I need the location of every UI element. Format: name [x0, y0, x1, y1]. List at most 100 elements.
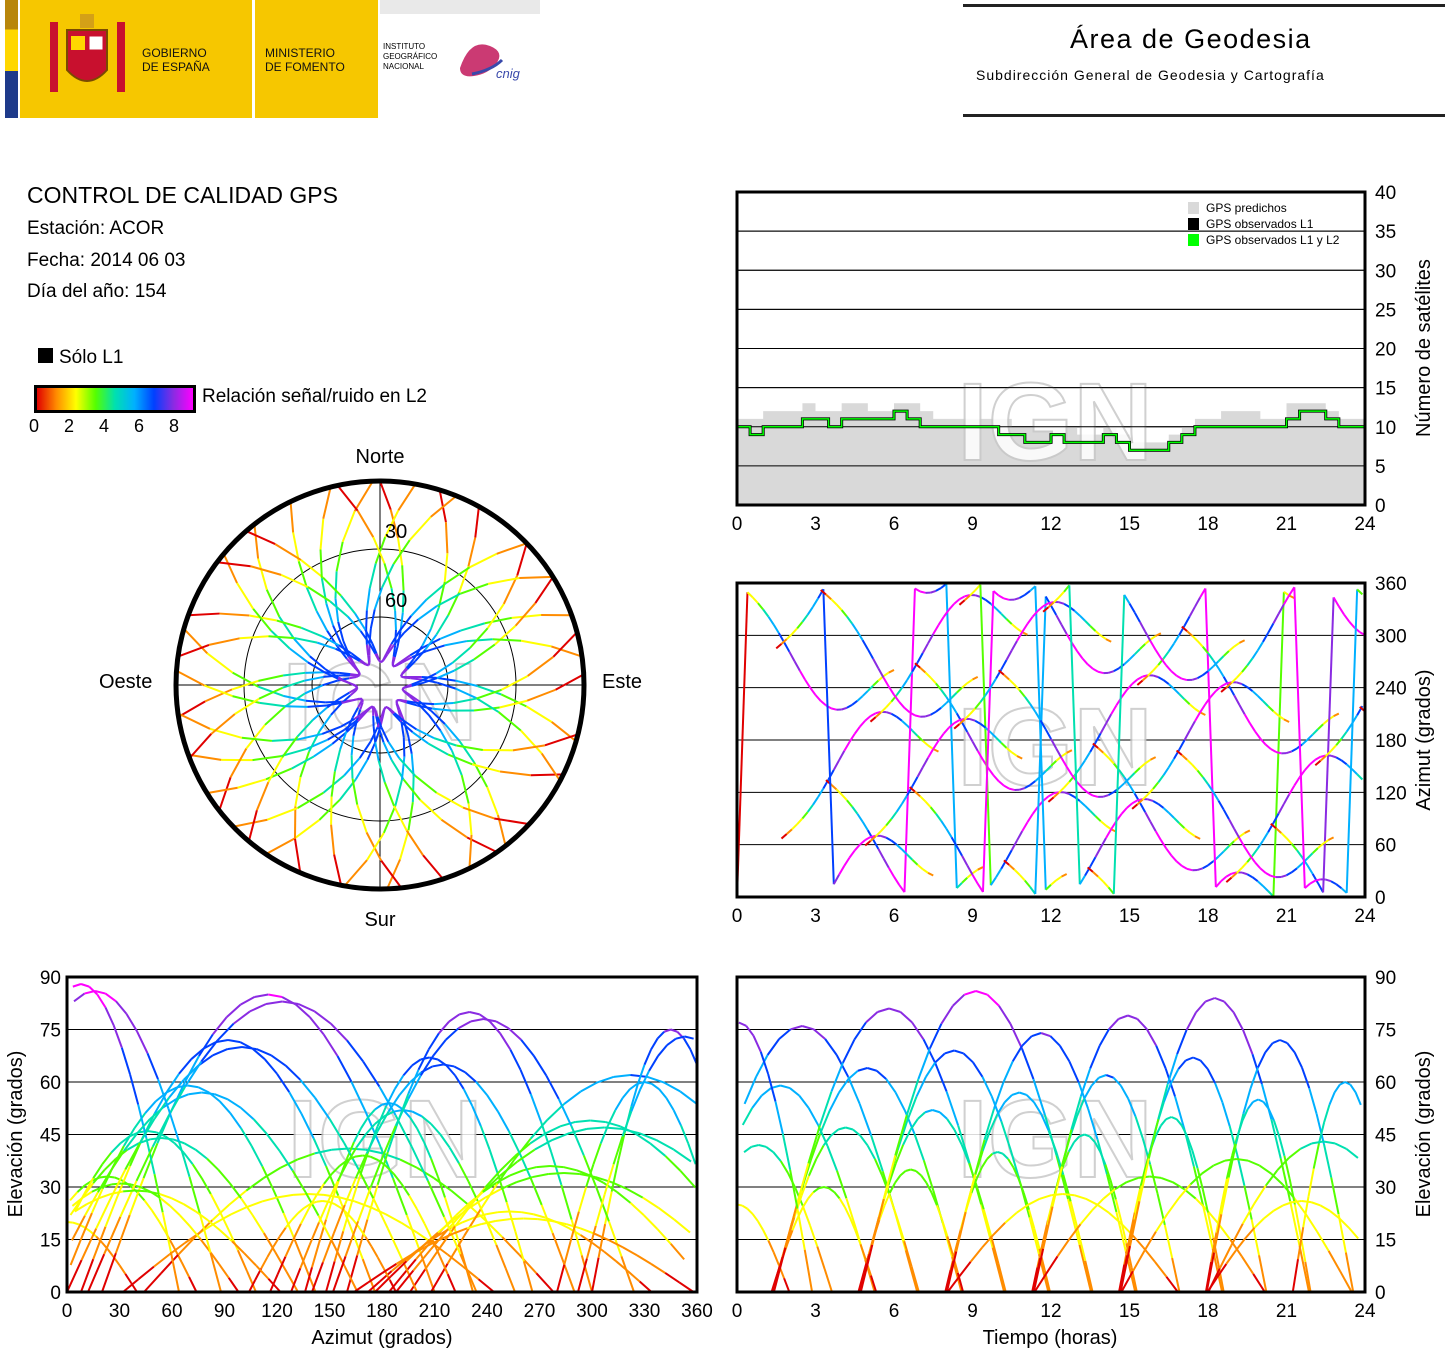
sky-track: [499, 770, 531, 777]
azimuth-track: [1047, 601, 1055, 609]
elevation-time-track: [819, 1110, 831, 1134]
elevation-track: [470, 1018, 484, 1023]
elevation-track: [544, 1125, 561, 1135]
elevation-time-track: [1062, 1174, 1072, 1202]
azimuth-track: [1196, 769, 1204, 778]
azimuth-track: [1092, 742, 1099, 749]
azimuth-track: [1034, 586, 1047, 890]
x-tick-label: 12: [1040, 1301, 1061, 1322]
azimuth-track: [1340, 759, 1348, 766]
elevation-track: [124, 1273, 133, 1284]
elevation-track: [443, 1216, 462, 1255]
azimuth-track: [757, 602, 764, 611]
azimuth-track: [1270, 748, 1277, 753]
elevation-track: [529, 1093, 542, 1122]
elevation-track: [446, 1235, 466, 1265]
elevation-track: [137, 1265, 155, 1280]
azimuth-track: [955, 712, 963, 723]
sky-track: [300, 626, 323, 638]
snr-tick: 4: [99, 416, 110, 436]
elevation-time-track: [958, 1261, 972, 1278]
elevation-time-track: [1320, 1204, 1331, 1212]
elevation-track: [344, 1221, 360, 1257]
elevation-track: [101, 1252, 117, 1293]
sky-track: [335, 541, 344, 572]
elevation-time-track: [1021, 1035, 1033, 1047]
elevation-time-track: [772, 1247, 787, 1293]
sky-track: [349, 676, 357, 680]
elevation-track: [630, 1088, 642, 1112]
elevation-track: [626, 1188, 644, 1199]
azimuth-track: [966, 678, 974, 684]
elevation-time-track: [1230, 1223, 1244, 1246]
elevation-track: [227, 1039, 241, 1044]
azimuth-track: [832, 759, 840, 771]
elevation-track: [673, 1148, 692, 1163]
sky-track: [252, 755, 282, 762]
elevation-track: [201, 1091, 215, 1096]
azimuth-track: [1325, 878, 1332, 883]
elevation-time-track: [802, 1197, 810, 1208]
azimuth-track: [1267, 622, 1275, 634]
azimuth-track: [1144, 758, 1152, 765]
azimuth-track: [1108, 670, 1115, 674]
x-tick-label: 330: [629, 1301, 661, 1322]
azimuth-track: [919, 795, 927, 803]
azimuth-track: [1144, 811, 1152, 823]
azimuth-track: [916, 735, 924, 742]
legend-label: GPS observados L1 y L2: [1206, 233, 1340, 247]
elevation-track: [353, 1281, 369, 1293]
sky-track: [368, 628, 372, 644]
elevation-track: [300, 1113, 315, 1140]
elevation-time-track: [845, 1197, 857, 1229]
azimuth-track: [1215, 880, 1222, 888]
elevation-time-track: [1253, 1185, 1267, 1205]
elevation-time-track: [853, 1021, 867, 1040]
azimuth-track: [940, 702, 948, 709]
azimuth-track: [1197, 674, 1204, 680]
sky-track: [402, 778, 421, 801]
sky-track: [393, 646, 399, 658]
azimuth-track: [909, 786, 916, 793]
doy-label: Día del año: 154: [27, 281, 167, 302]
azimuth-track: [1016, 755, 1023, 760]
azimuth-track: [1003, 673, 1010, 681]
sky-track: [377, 659, 382, 664]
elevation-track: [252, 1118, 268, 1135]
sky-track: [484, 616, 513, 625]
elevation-time-track: [1307, 1168, 1315, 1197]
elevation-track: [669, 1243, 685, 1261]
azimuth-track: [1225, 876, 1233, 883]
elevation-time-track: [1120, 1220, 1128, 1244]
elevation-track: [392, 1177, 408, 1216]
azimuth-track: [1275, 827, 1282, 834]
elevation-time-track: [894, 1114, 908, 1156]
azimuth-track: [851, 700, 858, 706]
elevation-track: [187, 1084, 199, 1089]
elevation-track: [199, 1213, 212, 1253]
elevation-time-track: [1131, 1233, 1145, 1249]
sky-track: [204, 684, 233, 698]
sky-track: [377, 727, 385, 743]
sky-track: [333, 854, 343, 886]
elevation-time-track: [1069, 1201, 1079, 1231]
sky-track: [346, 615, 362, 632]
elevation-time-track: [1067, 1198, 1081, 1246]
elevation-track: [171, 1197, 185, 1205]
azimuth-track: [1034, 711, 1042, 721]
x-tick-label: 3: [810, 1301, 821, 1322]
sky-track: [379, 480, 392, 511]
elevation-time-track: [807, 1107, 819, 1126]
sky-track: [430, 607, 440, 630]
elevation-track: [268, 993, 283, 999]
legend-label: GPS predichos: [1206, 201, 1287, 215]
azimuth-track: [1207, 783, 1215, 793]
azimuth-track: [1332, 596, 1340, 607]
azimuth-track: [848, 733, 856, 743]
elevation-track: [604, 1191, 613, 1225]
elevation-track: [121, 1182, 132, 1186]
azimuth-track: [1123, 658, 1131, 665]
sky-track: [341, 510, 356, 543]
elevation-track: [591, 1257, 600, 1293]
elevation-time-track: [1348, 1226, 1359, 1240]
